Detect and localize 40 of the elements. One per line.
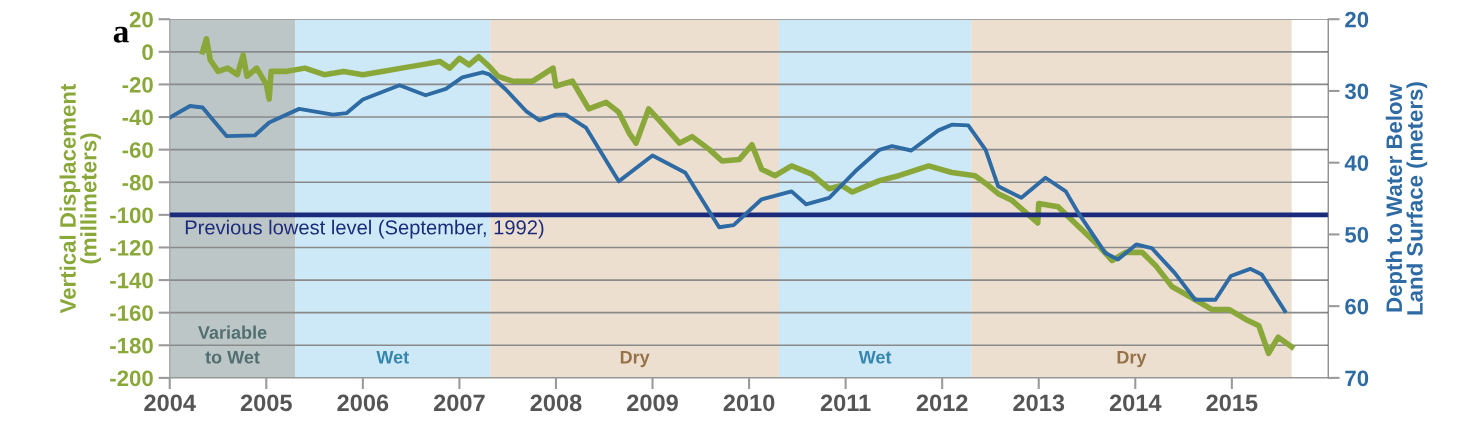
x-tick-label: 2008 [530, 394, 582, 412]
ref-line-label: Previous lowest level (September, 1992) [185, 219, 544, 239]
y-tick-label: -120 [110, 240, 153, 256]
y2-tick-label: 20 [1345, 11, 1369, 28]
y2-tick-label: 40 [1344, 155, 1369, 171]
x-tick-label: 2015 [1206, 394, 1258, 412]
y-tick-label: -20 [122, 76, 153, 93]
y-tick-label: -40 [122, 109, 153, 126]
y2-tick-label: 70 [1345, 370, 1369, 387]
x-tick-label: 2013 [1013, 394, 1065, 412]
x-tick-label: 2006 [337, 394, 389, 412]
y-tick-label: -60 [122, 142, 153, 158]
x-tick-label: 2010 [723, 394, 775, 412]
y-tick-label: -140 [110, 272, 153, 289]
y2-tick-label: 60 [1345, 298, 1369, 315]
y2-axis-title: Depth to Water Below Land Surface (meters) [1385, 82, 1428, 315]
y-tick-label: -100 [110, 207, 153, 224]
x-tick-label: 2004 [144, 394, 196, 412]
x-tick-label: 2009 [627, 394, 678, 412]
y-tick-label: -180 [110, 337, 153, 354]
y-tick-label: 0 [142, 44, 153, 61]
band-label: Variable to Wet [197, 325, 267, 364]
x-tick-label: 2005 [240, 394, 292, 412]
band-label: Dry [620, 350, 650, 368]
y-tick-label: -80 [122, 174, 153, 191]
band-label: Wet [858, 350, 892, 364]
band-label: Dry [1117, 350, 1147, 368]
y-tick-label: 20 [129, 11, 153, 28]
x-tick-label: 2012 [916, 394, 968, 412]
y2-tick-label: 50 [1345, 226, 1369, 243]
text: a [113, 26, 129, 43]
y-tick-label: -200 [110, 370, 153, 387]
band-label: Wet [376, 350, 409, 364]
y-axis-title: Vertical Displacement (millimeters) [59, 83, 101, 314]
x-tick-label: 2011 [820, 394, 871, 412]
line-series [169, 70, 1287, 314]
y-tick-label: -160 [110, 305, 153, 321]
y2-tick-label: 30 [1344, 83, 1369, 100]
x-tick-label: 2007 [433, 394, 485, 412]
x-tick-label: 2014 [1109, 394, 1162, 412]
